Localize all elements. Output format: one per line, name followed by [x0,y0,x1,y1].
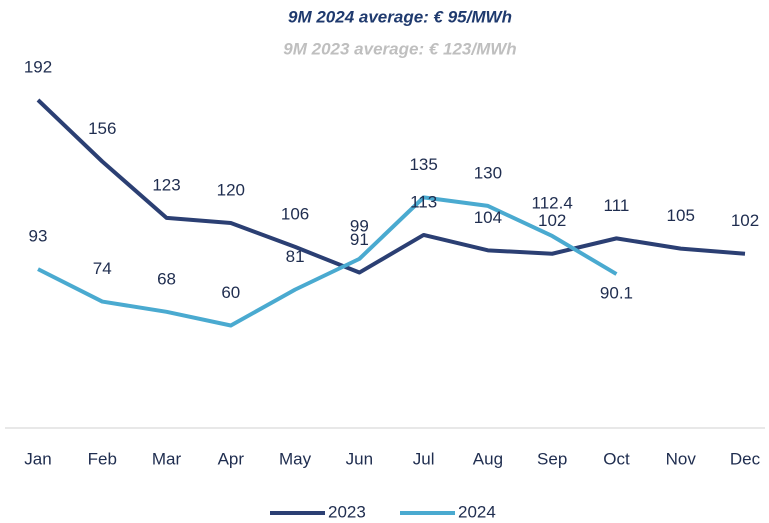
data-label: 112.4 [532,193,573,212]
data-label: 91 [350,230,369,249]
legend-label: 2023 [328,502,366,521]
data-label: 113 [410,192,437,211]
data-label: 68 [157,269,176,288]
series-line [37,195,618,328]
series-line [36,98,746,275]
data-label: 123 [152,175,180,194]
data-label: 130 [474,163,502,182]
x-tick-label: Jul [413,449,435,468]
x-tick-label: Feb [88,449,117,468]
x-tick-label: Jun [346,449,373,468]
legend-label: 2024 [458,502,496,521]
x-tick-label: Apr [218,449,245,468]
x-tick-label: Dec [730,449,761,468]
data-label: 105 [667,206,695,225]
data-label: 102 [538,211,566,230]
data-label: 111 [604,196,630,215]
x-tick-label: Nov [666,449,697,468]
data-label: 104 [474,208,502,227]
chart-title: 9M 2024 average: € 95/MWh [288,7,512,26]
data-label: 90.1 [600,284,633,303]
x-tick-label: May [279,449,312,468]
data-label: 60 [221,283,240,302]
data-label: 192 [24,57,52,76]
data-label: 120 [217,180,245,199]
x-tick-label: Jan [24,449,51,468]
data-label: 81 [286,247,305,266]
x-tick-label: Mar [152,449,182,468]
data-label: 135 [409,155,437,174]
data-label: 74 [93,259,112,278]
x-tick-label: Sep [537,449,567,468]
chart-subtitle: 9M 2023 average: € 123/MWh [283,39,516,58]
x-tick-label: Aug [473,449,503,468]
data-label: 93 [29,227,48,246]
data-label: 102 [731,211,759,230]
data-label: 106 [281,204,309,223]
x-tick-label: Oct [603,449,630,468]
data-label: 99 [350,216,369,235]
data-label: 156 [88,119,116,138]
